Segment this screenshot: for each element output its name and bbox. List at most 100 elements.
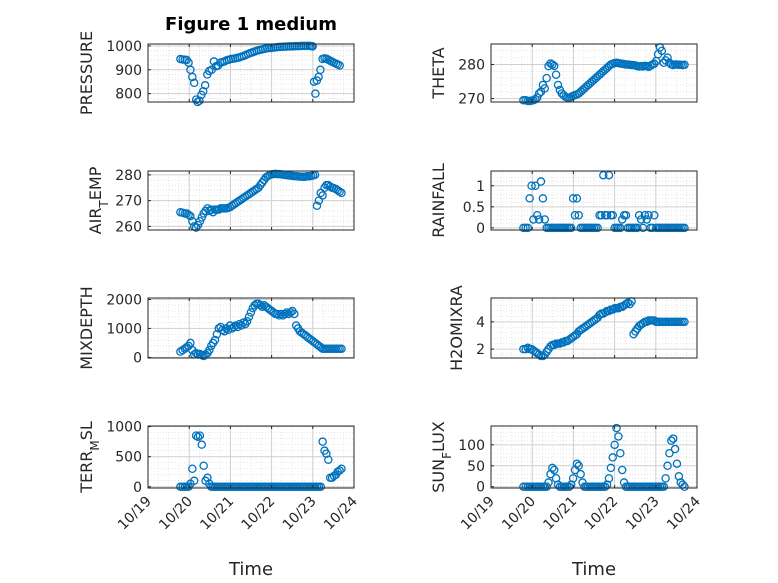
data-point — [610, 440, 619, 450]
data-point — [324, 455, 333, 464]
data-point — [534, 89, 544, 98]
y-tick-label: 1000 — [106, 39, 142, 55]
data-point — [239, 318, 248, 327]
data-point — [534, 215, 544, 224]
data-point — [205, 345, 214, 355]
data-point — [574, 461, 584, 471]
y-tick-label: 0 — [476, 221, 485, 237]
y-tick-label: 2 — [476, 342, 485, 358]
x-tick-label: 10/24 — [664, 493, 704, 533]
data-point — [572, 194, 582, 203]
data-point — [602, 210, 612, 220]
y-axis-label: SUNFLUX — [429, 421, 454, 493]
data-point — [672, 459, 682, 468]
data-point — [634, 210, 644, 220]
data-point — [623, 298, 633, 308]
data-point — [523, 223, 533, 233]
data-point — [335, 61, 344, 70]
data-point — [337, 344, 346, 353]
data-point — [542, 482, 551, 491]
y-tick-label: 280 — [115, 168, 142, 184]
data-point — [542, 73, 551, 83]
y-tick-label: 1000 — [106, 420, 142, 436]
data-point — [316, 482, 326, 492]
data-point — [640, 210, 650, 220]
data-point — [256, 300, 265, 310]
data-point — [617, 465, 627, 475]
data-point — [680, 60, 689, 70]
y-tick-label: 4 — [476, 315, 485, 331]
data-point — [659, 482, 669, 491]
data-point — [197, 440, 207, 449]
data-point — [231, 321, 241, 330]
data-point — [600, 482, 610, 491]
data-point — [644, 210, 653, 220]
x-tick-label: 10/21 — [540, 494, 580, 534]
plot-area — [491, 44, 697, 102]
data-point — [337, 464, 346, 473]
y-tick-label: 900 — [115, 63, 142, 79]
data-point — [642, 215, 651, 224]
data-point — [198, 87, 208, 96]
data-point — [604, 474, 614, 483]
x-tick-label: 10/19 — [115, 494, 155, 534]
y-axis-label: PRESSURE — [77, 31, 96, 115]
data-point — [189, 78, 199, 88]
y-axis-label: THETA — [429, 47, 448, 99]
data-point — [242, 316, 252, 326]
data-point — [335, 466, 344, 475]
y-tick-label: 260 — [115, 219, 142, 235]
y-tick-label: 0.5 — [463, 200, 485, 216]
y-tick-label: 1 — [476, 179, 485, 195]
data-point — [614, 432, 623, 441]
data-point — [316, 65, 325, 75]
data-point — [308, 42, 317, 51]
y-tick-label: 800 — [115, 87, 142, 103]
data-point — [606, 463, 616, 473]
data-point — [568, 194, 578, 203]
x-tick-label: 10/22 — [239, 494, 279, 534]
data-point — [667, 436, 676, 445]
data-point — [337, 188, 346, 198]
data-point — [549, 465, 559, 475]
panel-5: 2 4 H2OMIXRA — [447, 285, 698, 371]
axes-box — [147, 43, 355, 103]
y-tick-label: 270 — [458, 92, 485, 108]
data-point — [189, 476, 199, 486]
y-axis-label: H2OMIXRA — [447, 285, 466, 371]
data-point — [549, 340, 559, 350]
y-tick-label: 0 — [133, 350, 142, 366]
data-point — [531, 181, 540, 190]
data-point — [200, 81, 210, 90]
data-point — [280, 309, 290, 319]
data-point — [599, 170, 608, 180]
data-point — [203, 473, 212, 483]
y-axis-label: TERRMSL — [77, 421, 102, 494]
x-tick-label: 10/19 — [458, 494, 498, 534]
data-point — [186, 211, 195, 221]
data-point — [335, 187, 344, 196]
data-point — [521, 344, 530, 354]
data-point — [680, 482, 689, 491]
data-point — [570, 210, 580, 220]
y-tick-label: 1000 — [106, 321, 142, 337]
x-tick-label: 10/21 — [197, 494, 237, 534]
panel-4: 0 1000 2000 MIXDEPTH — [77, 286, 355, 370]
data-point — [525, 194, 534, 203]
data-point — [532, 210, 542, 220]
data-point — [616, 448, 625, 458]
y-tick-label: 0 — [476, 480, 485, 496]
data-point — [184, 210, 193, 220]
data-point — [574, 210, 584, 220]
x-tick-label: 10/23 — [623, 494, 663, 534]
panel-0: 800 900 1000 PRESSURE — [77, 31, 355, 115]
data-point — [195, 96, 204, 106]
y-tick-label: 50 — [467, 459, 485, 475]
data-point — [538, 194, 548, 203]
data-point — [663, 53, 672, 62]
data-point — [244, 312, 254, 322]
data-point — [195, 431, 205, 440]
